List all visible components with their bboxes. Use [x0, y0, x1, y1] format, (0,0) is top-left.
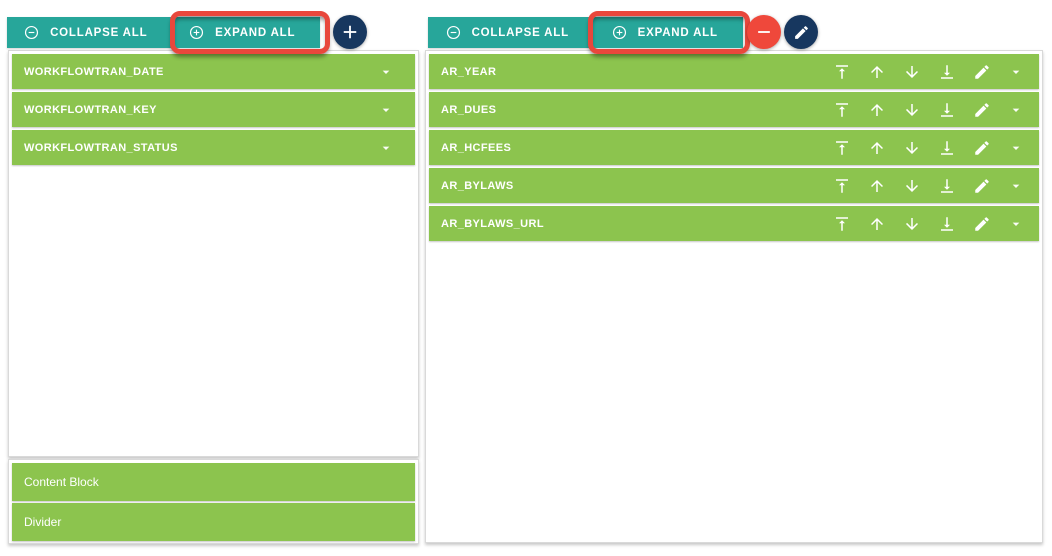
chevron-down-icon[interactable] — [378, 102, 394, 118]
chevron-down-icon[interactable] — [378, 140, 394, 156]
move-up-icon[interactable] — [868, 63, 886, 81]
chevron-down-icon[interactable] — [378, 64, 394, 80]
right-field-list-panel: AR_YEAR AR_DUES AR_HCFEES — [425, 50, 1043, 543]
field-row-ar-hcfees[interactable]: AR_HCFEES — [429, 130, 1039, 165]
collapse-all-label: COLLAPSE ALL — [50, 26, 148, 39]
field-row-workflowtran-date[interactable]: WORKFLOWTRAN_DATE — [12, 54, 415, 89]
move-up-icon[interactable] — [868, 177, 886, 195]
move-down-icon[interactable] — [903, 139, 921, 157]
circle-minus-icon — [23, 24, 40, 41]
circle-plus-icon — [188, 24, 205, 41]
row-actions — [833, 139, 1039, 157]
field-row-ar-bylaws-url[interactable]: AR_BYLAWS_URL — [429, 206, 1039, 241]
chevron-down-icon[interactable] — [1008, 102, 1024, 118]
palette-item-label: Divider — [24, 515, 62, 529]
plus-icon — [340, 22, 360, 42]
field-label: WORKFLOWTRAN_DATE — [24, 65, 164, 78]
move-down-icon[interactable] — [903, 177, 921, 195]
move-to-top-icon[interactable] — [833, 101, 851, 119]
field-row-ar-year[interactable]: AR_YEAR — [429, 54, 1039, 89]
edit-icon[interactable] — [973, 177, 991, 195]
left-toolbar: COLLAPSE ALL EXPAND ALL — [7, 17, 320, 48]
chevron-down-icon[interactable] — [1008, 178, 1024, 194]
move-to-bottom-icon[interactable] — [938, 215, 956, 233]
move-down-icon[interactable] — [903, 101, 921, 119]
edit-icon[interactable] — [973, 139, 991, 157]
remove-field-button[interactable] — [747, 15, 781, 49]
palette-item-divider[interactable]: Divider — [12, 503, 415, 541]
move-to-top-icon[interactable] — [833, 139, 851, 157]
move-up-icon[interactable] — [868, 101, 886, 119]
collapse-all-label: COLLAPSE ALL — [471, 26, 569, 39]
field-label: AR_YEAR — [441, 65, 497, 78]
field-label: AR_BYLAWS — [441, 179, 514, 192]
palette-item-content-block[interactable]: Content Block — [12, 463, 415, 501]
move-up-icon[interactable] — [868, 139, 886, 157]
right-collapse-all-button[interactable]: COLLAPSE ALL — [428, 17, 586, 48]
field-label: WORKFLOWTRAN_KEY — [24, 103, 157, 116]
field-label: AR_BYLAWS_URL — [441, 217, 544, 230]
move-to-top-icon[interactable] — [833, 215, 851, 233]
edit-icon[interactable] — [973, 101, 991, 119]
edit-button[interactable] — [784, 15, 818, 49]
move-up-icon[interactable] — [868, 215, 886, 233]
circle-plus-icon — [611, 24, 628, 41]
field-label: WORKFLOWTRAN_STATUS — [24, 141, 178, 154]
move-to-bottom-icon[interactable] — [938, 139, 956, 157]
move-to-bottom-icon[interactable] — [938, 177, 956, 195]
row-actions — [833, 101, 1039, 119]
move-to-top-icon[interactable] — [833, 177, 851, 195]
field-row-workflowtran-key[interactable]: WORKFLOWTRAN_KEY — [12, 92, 415, 127]
chevron-down-icon[interactable] — [1008, 64, 1024, 80]
add-field-button[interactable] — [333, 15, 367, 49]
chevron-down-icon[interactable] — [1008, 216, 1024, 232]
move-to-bottom-icon[interactable] — [938, 101, 956, 119]
expand-all-label: EXPAND ALL — [215, 26, 296, 39]
palette-item-label: Content Block — [24, 475, 99, 489]
right-toolbar: COLLAPSE ALL EXPAND ALL — [428, 17, 743, 48]
field-row-ar-dues[interactable]: AR_DUES — [429, 92, 1039, 127]
move-down-icon[interactable] — [903, 63, 921, 81]
pencil-icon — [793, 24, 810, 41]
field-label: AR_HCFEES — [441, 141, 512, 154]
row-actions — [833, 215, 1039, 233]
left-palette-panel: Content Block Divider — [8, 459, 419, 544]
edit-icon[interactable] — [973, 63, 991, 81]
right-expand-all-button[interactable]: EXPAND ALL — [586, 17, 744, 48]
move-down-icon[interactable] — [903, 215, 921, 233]
edit-icon[interactable] — [973, 215, 991, 233]
circle-minus-icon — [445, 24, 462, 41]
left-expand-all-button[interactable]: EXPAND ALL — [164, 17, 321, 48]
row-actions — [833, 177, 1039, 195]
move-to-bottom-icon[interactable] — [938, 63, 956, 81]
field-row-workflowtran-status[interactable]: WORKFLOWTRAN_STATUS — [12, 130, 415, 165]
row-actions — [833, 63, 1039, 81]
minus-icon — [754, 22, 774, 42]
expand-all-label: EXPAND ALL — [637, 26, 718, 39]
move-to-top-icon[interactable] — [833, 63, 851, 81]
chevron-down-icon[interactable] — [1008, 140, 1024, 156]
field-label: AR_DUES — [441, 103, 497, 116]
left-field-list-panel: WORKFLOWTRAN_DATE WORKFLOWTRAN_KEY WORKF… — [8, 50, 419, 457]
left-collapse-all-button[interactable]: COLLAPSE ALL — [7, 17, 164, 48]
field-row-ar-bylaws[interactable]: AR_BYLAWS — [429, 168, 1039, 203]
